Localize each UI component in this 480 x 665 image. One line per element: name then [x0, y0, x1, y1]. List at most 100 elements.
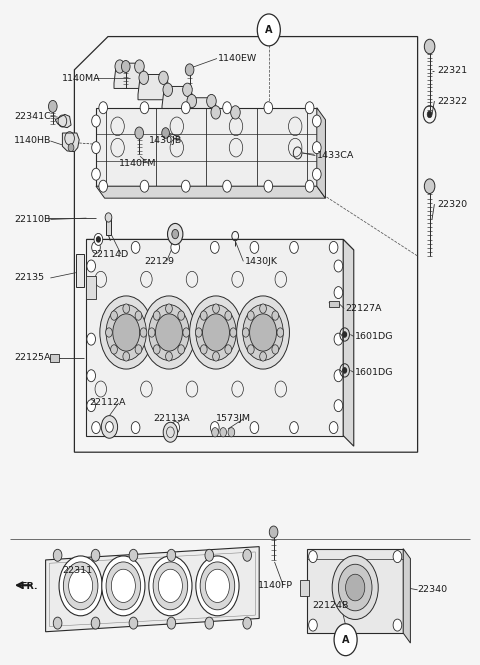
- Circle shape: [290, 422, 298, 434]
- Circle shape: [196, 556, 239, 616]
- Polygon shape: [162, 86, 193, 112]
- Text: 1573JM: 1573JM: [216, 414, 251, 424]
- Circle shape: [190, 296, 242, 369]
- Circle shape: [211, 422, 219, 434]
- Circle shape: [260, 352, 266, 361]
- Polygon shape: [138, 74, 169, 100]
- Polygon shape: [317, 108, 325, 198]
- Circle shape: [106, 305, 146, 360]
- Circle shape: [228, 428, 235, 437]
- Circle shape: [111, 344, 118, 354]
- Circle shape: [225, 311, 231, 321]
- Text: 1140HB: 1140HB: [14, 136, 52, 146]
- Circle shape: [106, 328, 112, 337]
- Bar: [300, 579, 309, 596]
- Text: 22341C: 22341C: [14, 112, 51, 121]
- Circle shape: [123, 352, 130, 361]
- Circle shape: [393, 619, 402, 631]
- Circle shape: [154, 344, 160, 354]
- Circle shape: [131, 422, 140, 434]
- Circle shape: [68, 144, 74, 152]
- Text: 1140FP: 1140FP: [258, 581, 293, 590]
- Polygon shape: [114, 63, 145, 88]
- Bar: [50, 354, 59, 362]
- Circle shape: [140, 180, 149, 192]
- Circle shape: [213, 304, 219, 313]
- Circle shape: [343, 368, 347, 373]
- Circle shape: [312, 142, 321, 154]
- Circle shape: [237, 296, 289, 369]
- Bar: [86, 276, 96, 299]
- Text: A: A: [342, 634, 349, 645]
- Circle shape: [163, 422, 178, 442]
- Circle shape: [213, 352, 219, 361]
- Circle shape: [424, 39, 435, 54]
- Circle shape: [121, 61, 130, 72]
- Circle shape: [183, 328, 190, 337]
- Circle shape: [171, 241, 180, 253]
- Polygon shape: [86, 239, 354, 250]
- Circle shape: [329, 241, 338, 253]
- Circle shape: [100, 296, 153, 369]
- Circle shape: [264, 102, 273, 114]
- Circle shape: [230, 328, 237, 337]
- Circle shape: [338, 564, 372, 610]
- Polygon shape: [55, 114, 71, 128]
- Circle shape: [309, 619, 317, 631]
- Text: 22124B: 22124B: [312, 600, 348, 610]
- Circle shape: [206, 94, 216, 108]
- Circle shape: [264, 180, 273, 192]
- Circle shape: [129, 549, 138, 561]
- Circle shape: [94, 233, 103, 245]
- Circle shape: [92, 241, 100, 253]
- Circle shape: [312, 168, 321, 180]
- Circle shape: [106, 422, 113, 432]
- Circle shape: [153, 562, 188, 610]
- Circle shape: [260, 304, 266, 313]
- Text: 1140EW: 1140EW: [218, 54, 258, 63]
- Text: FR.: FR.: [20, 582, 38, 591]
- Text: 22311: 22311: [62, 566, 93, 575]
- Circle shape: [143, 296, 195, 369]
- Polygon shape: [86, 239, 343, 436]
- Circle shape: [243, 549, 252, 561]
- Circle shape: [203, 314, 229, 351]
- Circle shape: [332, 556, 378, 620]
- Circle shape: [105, 213, 112, 222]
- Circle shape: [87, 400, 96, 412]
- Circle shape: [111, 569, 135, 602]
- Circle shape: [201, 344, 207, 354]
- Text: 1601DG: 1601DG: [355, 368, 394, 377]
- Circle shape: [334, 624, 357, 656]
- Circle shape: [158, 71, 168, 84]
- Circle shape: [187, 94, 197, 108]
- Circle shape: [223, 180, 231, 192]
- Circle shape: [185, 64, 194, 76]
- Circle shape: [334, 260, 343, 272]
- Circle shape: [92, 142, 100, 154]
- Text: 22321: 22321: [438, 66, 468, 75]
- Circle shape: [139, 71, 149, 84]
- Circle shape: [135, 344, 142, 354]
- Circle shape: [205, 569, 229, 602]
- Circle shape: [334, 333, 343, 345]
- Circle shape: [129, 617, 138, 629]
- Circle shape: [149, 305, 189, 360]
- Circle shape: [305, 102, 314, 114]
- Circle shape: [257, 14, 280, 46]
- Circle shape: [334, 287, 343, 299]
- Circle shape: [211, 241, 219, 253]
- Text: 22320: 22320: [438, 200, 468, 209]
- Polygon shape: [46, 547, 259, 632]
- Circle shape: [148, 328, 155, 337]
- Text: 22114D: 22114D: [91, 249, 129, 259]
- Circle shape: [290, 241, 298, 253]
- Text: 22322: 22322: [438, 96, 468, 106]
- Polygon shape: [210, 109, 241, 134]
- Text: 22110B: 22110B: [14, 215, 51, 224]
- Circle shape: [162, 128, 169, 138]
- Circle shape: [171, 422, 180, 434]
- Circle shape: [242, 328, 249, 337]
- Circle shape: [211, 106, 221, 119]
- Circle shape: [92, 168, 100, 180]
